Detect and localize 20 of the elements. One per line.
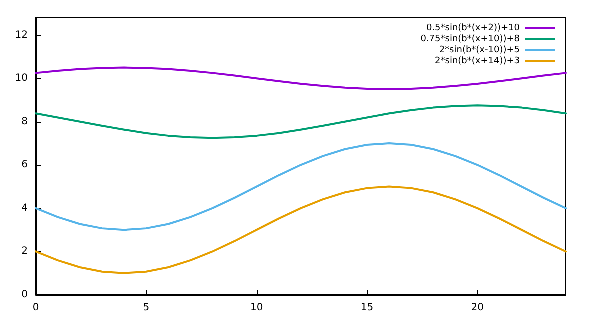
y-tick-label: 4 bbox=[22, 202, 28, 214]
y-tick-label: 10 bbox=[15, 73, 28, 84]
legend-label: 0.75*sin(b*(x+10))+8 bbox=[420, 34, 520, 44]
y-tick-label: 2 bbox=[22, 246, 28, 258]
x-tick-label: 15 bbox=[360, 302, 374, 314]
line-series bbox=[35, 186, 567, 274]
y-tick-label: 6 bbox=[22, 160, 28, 171]
x-tick-label: 20 bbox=[471, 302, 484, 314]
line-series bbox=[35, 142, 567, 232]
x-tick-label: 5 bbox=[143, 302, 150, 314]
y-tick-label: 8 bbox=[22, 116, 28, 128]
x-tick-label: 0 bbox=[32, 302, 40, 314]
legend-label: 0.5*sin(b*(x+2))+10 bbox=[426, 24, 520, 34]
y-tick-label: 0 bbox=[22, 290, 28, 300]
line-series bbox=[35, 66, 567, 90]
line-series bbox=[35, 104, 567, 140]
y-tick-label: 12 bbox=[15, 30, 28, 41]
x-tick-label: 10 bbox=[250, 302, 264, 314]
legend-label: 2*sin(b*(x+14))+3 bbox=[435, 56, 520, 66]
legend-label: 2*sin(b*(x-10))+5 bbox=[439, 46, 520, 56]
